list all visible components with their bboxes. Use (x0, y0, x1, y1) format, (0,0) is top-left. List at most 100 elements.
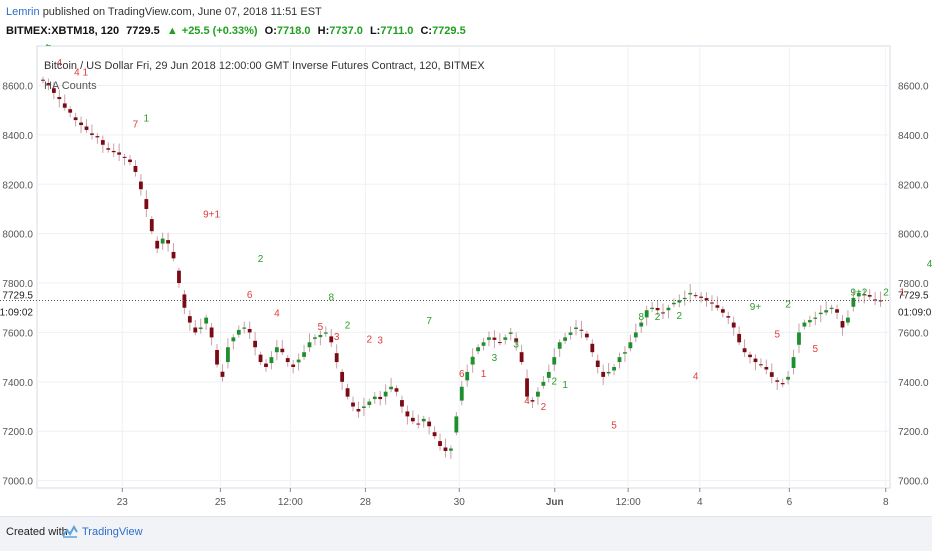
candle-body (258, 354, 263, 363)
count-label: 4 (274, 308, 280, 319)
candle-body (280, 348, 285, 353)
publisher-name[interactable]: Lemrin (6, 6, 40, 18)
candle-body (862, 294, 867, 296)
candle-body (748, 354, 752, 358)
candle-body (231, 337, 236, 342)
candle-body (720, 309, 725, 313)
candle-body (541, 381, 546, 386)
count-label: 9+1 (203, 210, 220, 221)
count-label: 2 (883, 287, 889, 298)
candle-body (840, 321, 845, 328)
candle-body (688, 292, 693, 295)
count-label: 1 (900, 287, 906, 298)
x-tick-label: 23 (117, 497, 129, 508)
plot-area (36, 45, 891, 489)
count-label: 2 (677, 311, 683, 322)
candle-body (579, 329, 584, 331)
candle-body (742, 348, 747, 353)
candle-body (187, 316, 192, 323)
candle-body (438, 441, 442, 447)
count-label: 1 (562, 380, 568, 391)
countdown-label-right: 01:09:02 (898, 307, 932, 318)
x-tick-label: 30 (454, 497, 466, 508)
candle-body (95, 136, 100, 138)
x-axis[interactable]: 23 25 12:00 28 30 Jun 12:00 4 6 8 (117, 488, 889, 508)
candle-body (639, 322, 644, 327)
last-price-line: 7729.5 01:09:02 7729.5 01:09:02 (0, 290, 932, 318)
candle-body (122, 156, 127, 158)
candle-body (677, 300, 682, 303)
grid (37, 46, 890, 488)
count-label: 9+2 (850, 287, 867, 298)
candle-body (51, 88, 56, 93)
candle-body (764, 367, 769, 370)
candle-body (149, 219, 154, 232)
candle-body (253, 340, 258, 348)
candle-body (62, 103, 67, 108)
candle-body (247, 328, 252, 333)
count-label: 2 (470, 355, 476, 366)
candle-body (536, 391, 540, 397)
candle-body (470, 357, 475, 365)
candle-body (378, 396, 383, 400)
x-tick-label: 4 (697, 497, 703, 508)
y-tick-label: 7400.0 (2, 378, 33, 389)
candle-body (829, 307, 834, 309)
candle-body (606, 371, 611, 374)
y-tick-label: 8000.0 (2, 230, 33, 241)
close-value: 7729.5 (432, 25, 466, 37)
candle-body (661, 312, 665, 314)
candle-body (307, 342, 312, 348)
candle-body (285, 358, 290, 363)
candle-body (79, 122, 83, 126)
candle-body (117, 152, 122, 155)
candle-body (128, 159, 132, 163)
y-tick-label: 8600.0 (898, 82, 929, 93)
candle-body (590, 343, 595, 353)
candle-body (73, 117, 78, 121)
candle-body (514, 338, 519, 343)
count-label: 2 (551, 376, 557, 387)
candle-body (650, 307, 655, 309)
y-axis-right[interactable]: 8600.0 8400.0 8200.0 8000.0 7800.0 7600.0 7400… (898, 82, 929, 488)
candle-body (226, 347, 230, 363)
candle-body (497, 342, 502, 344)
count-label: 2 (655, 312, 661, 323)
candle-body (361, 406, 366, 408)
count-label: 4 (57, 58, 63, 69)
candle-body (824, 310, 829, 313)
candle-body (313, 337, 317, 339)
candle-body (807, 320, 812, 323)
y-tick-label: 8200.0 (898, 180, 929, 191)
last-price-label-left: 7729.5 (2, 290, 33, 301)
candle-body (389, 386, 393, 390)
candle-body (57, 96, 62, 100)
candle-body (530, 400, 535, 402)
candle-body (155, 240, 160, 249)
candle-body (791, 357, 796, 368)
candle-body (557, 342, 562, 349)
tradingview-logo-icon[interactable] (62, 525, 78, 539)
y-tick-label: 8400.0 (898, 131, 929, 142)
candle-body (400, 400, 404, 407)
candle-body (644, 310, 649, 318)
x-tick-label: 28 (360, 497, 372, 508)
y-axis-left[interactable]: 8600.0 8400.0 8200.0 8000.0 7800.0 7600.0 7400… (2, 82, 33, 488)
candle-body (166, 240, 170, 244)
candle-body (274, 347, 279, 353)
up-arrow-icon: ▲ (166, 25, 178, 37)
candle-body (851, 297, 856, 307)
candle-body (334, 353, 339, 363)
low-value: 7711.0 (380, 25, 414, 37)
count-label: 4 (524, 396, 530, 407)
candle-body (410, 417, 415, 422)
candle-body (160, 238, 165, 244)
price-chart[interactable]: 244 1719+12684523237621332142582249+2559… (0, 44, 932, 516)
candle-body (481, 342, 486, 346)
tradingview-link[interactable]: TradingView (82, 526, 143, 538)
candle-body (623, 352, 627, 354)
candle-body (666, 307, 671, 311)
count-label: 7 (426, 316, 432, 327)
low-label: L: (369, 25, 381, 37)
candle-body (193, 327, 198, 333)
